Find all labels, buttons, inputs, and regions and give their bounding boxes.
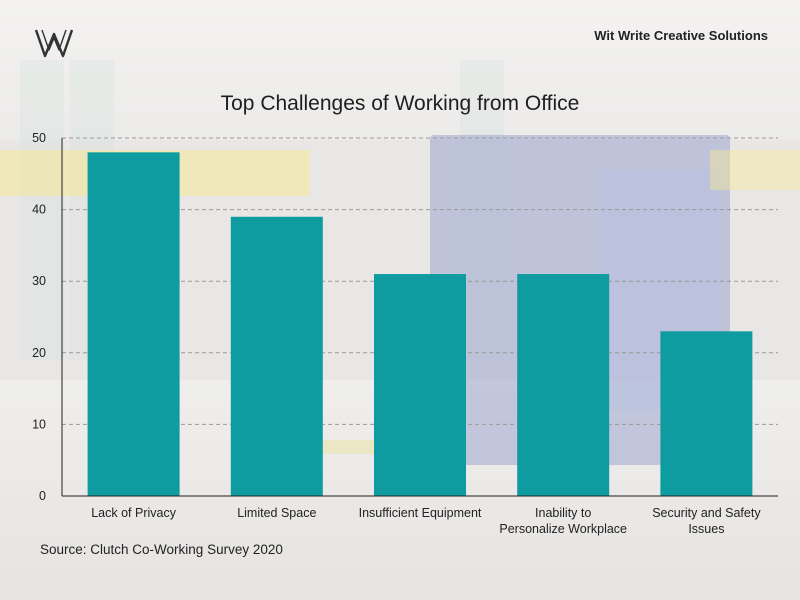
x-category-label: Insufficient Equipment xyxy=(359,506,482,520)
bar xyxy=(374,274,466,496)
x-category-label: Limited Space xyxy=(237,506,316,520)
y-tick-label: 40 xyxy=(32,203,46,217)
x-category-label: Issues xyxy=(688,522,724,536)
y-tick-label: 50 xyxy=(32,131,46,145)
background-ceiling xyxy=(0,0,800,140)
x-category-label: Inability to xyxy=(535,506,591,520)
source-note: Source: Clutch Co-Working Survey 2020 xyxy=(40,542,283,557)
y-tick-label: 20 xyxy=(32,346,46,360)
x-category-label: Lack of Privacy xyxy=(91,506,177,520)
bar xyxy=(660,331,753,496)
y-tick-label: 0 xyxy=(39,489,46,503)
background-window xyxy=(20,60,64,360)
background-sign xyxy=(710,150,800,190)
x-category-label: Personalize Workplace xyxy=(499,522,627,536)
bar xyxy=(87,152,180,496)
brand-name: Wit Write Creative Solutions xyxy=(594,28,768,43)
ww-monogram-logo-icon xyxy=(34,29,74,58)
y-tick-label: 10 xyxy=(32,417,46,431)
x-category-label: Security and Safety xyxy=(652,506,761,520)
y-tick-label: 30 xyxy=(32,274,46,288)
bar xyxy=(517,274,610,496)
chart-title: Top Challenges of Working from Office xyxy=(220,92,580,115)
bar xyxy=(230,216,323,496)
